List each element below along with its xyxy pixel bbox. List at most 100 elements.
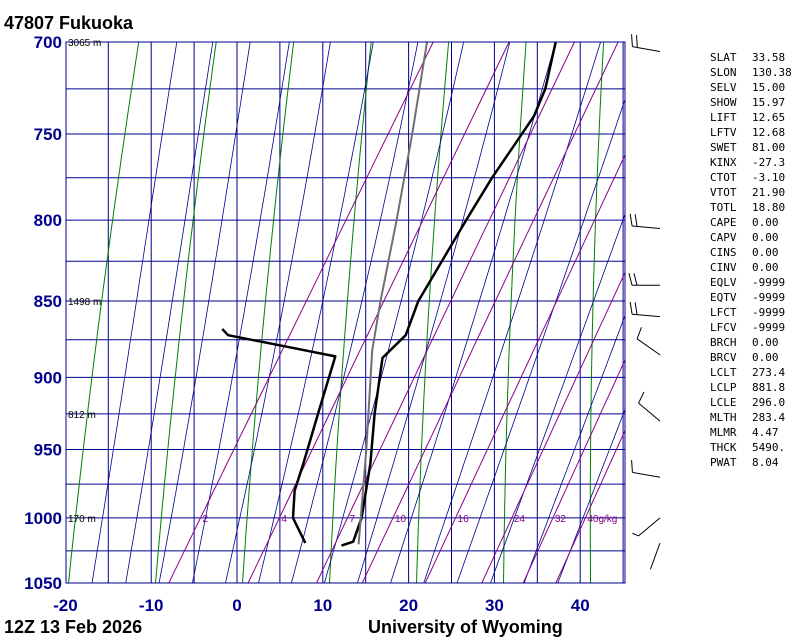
index-value: 12.65	[752, 111, 786, 124]
pressure-tick-label: 1000	[24, 509, 62, 528]
index-row: VTOT 21.90	[710, 185, 792, 200]
height-label: 3065 m	[68, 38, 101, 49]
barb-flag	[632, 532, 639, 537]
moist-adiabat	[191, 42, 290, 583]
index-row: LCLP 881.8	[710, 380, 792, 395]
mixing-ratio-label: 40g/kg	[587, 514, 617, 525]
barb-flag	[634, 214, 638, 227]
pressure-tick-label: 1050	[24, 574, 62, 593]
barb-flag	[629, 213, 633, 227]
dry-adiabat	[67, 42, 140, 583]
index-row: EQLV -9999	[710, 275, 792, 290]
index-value: 0.00	[752, 261, 779, 274]
wind-barb	[638, 391, 661, 422]
temperature-tick-label: 30	[485, 596, 504, 615]
index-key: MLTH	[710, 411, 737, 424]
index-key: LFCT	[710, 306, 737, 319]
moist-adiabat	[290, 42, 419, 583]
index-key: KINX	[710, 156, 737, 169]
index-row: LFCT -9999	[710, 305, 792, 320]
mixing-ratio-label: 10	[395, 514, 407, 525]
index-value: -9999	[752, 291, 786, 304]
wind-barb	[629, 301, 661, 318]
index-row: TOTL 18.80	[710, 200, 792, 215]
barb-flag	[636, 327, 642, 340]
index-key: CINS	[710, 246, 737, 259]
index-value: 296.0	[752, 396, 786, 409]
moist-adiabat	[225, 42, 331, 583]
barb-flag	[628, 273, 633, 286]
pressure-tick-label: 800	[34, 211, 62, 230]
index-value: 8.04	[752, 456, 779, 469]
mixing-ratio-label: 2	[202, 514, 208, 525]
index-row: LCLT 273.4	[710, 365, 792, 380]
mixing-ratio-line	[315, 42, 576, 583]
dry-adiabat	[415, 42, 450, 583]
stability-indices: SLAT 33.58 SLON 130.38 SELV 15.00 SHOW 15.97 LIF…	[710, 50, 792, 470]
mixing-ratio-line	[361, 42, 619, 583]
index-value: 4.47	[752, 426, 779, 439]
index-row: THCK 5490.	[710, 440, 792, 455]
index-row: CAPV 0.00	[710, 230, 792, 245]
index-key: BRCV	[710, 351, 737, 364]
wind-barb	[629, 213, 661, 229]
index-value: 130.38	[752, 66, 792, 79]
height-label: 1498 m	[68, 297, 101, 308]
barb-staff	[638, 402, 661, 422]
index-row: LFCV -9999	[710, 320, 792, 335]
adiabat-lines	[67, 42, 625, 583]
pressure-tick-label: 750	[34, 125, 62, 144]
index-value: 0.00	[752, 231, 779, 244]
pressure-tick-label: 950	[34, 440, 62, 459]
index-value: 18.80	[752, 201, 786, 214]
dry-adiabat	[328, 42, 372, 583]
height-label: 170 m	[68, 514, 96, 525]
dry-adiabat	[241, 42, 295, 583]
temperature-tick-label: 10	[313, 596, 332, 615]
index-row: LIFT 12.65	[710, 110, 792, 125]
wind-barb	[632, 517, 661, 537]
mixing-ratio-label: 16	[458, 514, 470, 525]
mixing-ratio-label: 4	[281, 514, 287, 525]
index-value: 5490.	[752, 441, 786, 454]
temperature-tick-label: 40	[571, 596, 590, 615]
index-row: SHOW 15.97	[710, 95, 792, 110]
index-key: SLON	[710, 66, 737, 79]
index-key: CTOT	[710, 171, 737, 184]
moist-adiabat	[490, 212, 625, 583]
barb-flag	[634, 302, 638, 315]
height-label: 812 m	[68, 410, 96, 421]
index-key: EQLV	[710, 276, 737, 289]
temperature-tick-label: 0	[232, 596, 241, 615]
moist-adiabat	[523, 314, 625, 583]
barb-staff	[638, 517, 661, 537]
data-source: University of Wyoming	[368, 617, 563, 637]
index-value: -9999	[752, 306, 786, 319]
index-key: SELV	[710, 81, 737, 94]
index-key: LIFT	[710, 111, 737, 124]
index-row: SLON 130.38	[710, 65, 792, 80]
barb-staff	[632, 46, 661, 52]
index-row: SELV 15.00	[710, 80, 792, 95]
axis-labels: 2 4 7 10 16 24 32 40g/kg70075080085090095010001…	[24, 33, 617, 615]
moist-adiabat	[390, 42, 557, 583]
barb-staff	[632, 313, 661, 318]
isotherm-isobar-grid	[66, 41, 625, 584]
index-key: LFTV	[710, 126, 737, 139]
index-value: 273.4	[752, 366, 786, 379]
index-value: -3.10	[752, 171, 786, 184]
dry-adiabat	[589, 42, 605, 583]
moist-adiabat	[323, 42, 465, 583]
index-row: PWAT 8.04	[710, 455, 792, 470]
index-row: EQTV -9999	[710, 290, 792, 305]
moist-adiabat	[423, 42, 602, 583]
mixing-ratio-line	[247, 42, 510, 583]
barb-flag	[633, 273, 638, 286]
index-value: 33.58	[752, 51, 786, 64]
barb-staff	[632, 225, 661, 229]
index-value: 12.68	[752, 126, 786, 139]
wind-barb	[628, 273, 660, 286]
temperature-tick-label: 20	[399, 596, 418, 615]
index-key: BRCH	[710, 336, 737, 349]
